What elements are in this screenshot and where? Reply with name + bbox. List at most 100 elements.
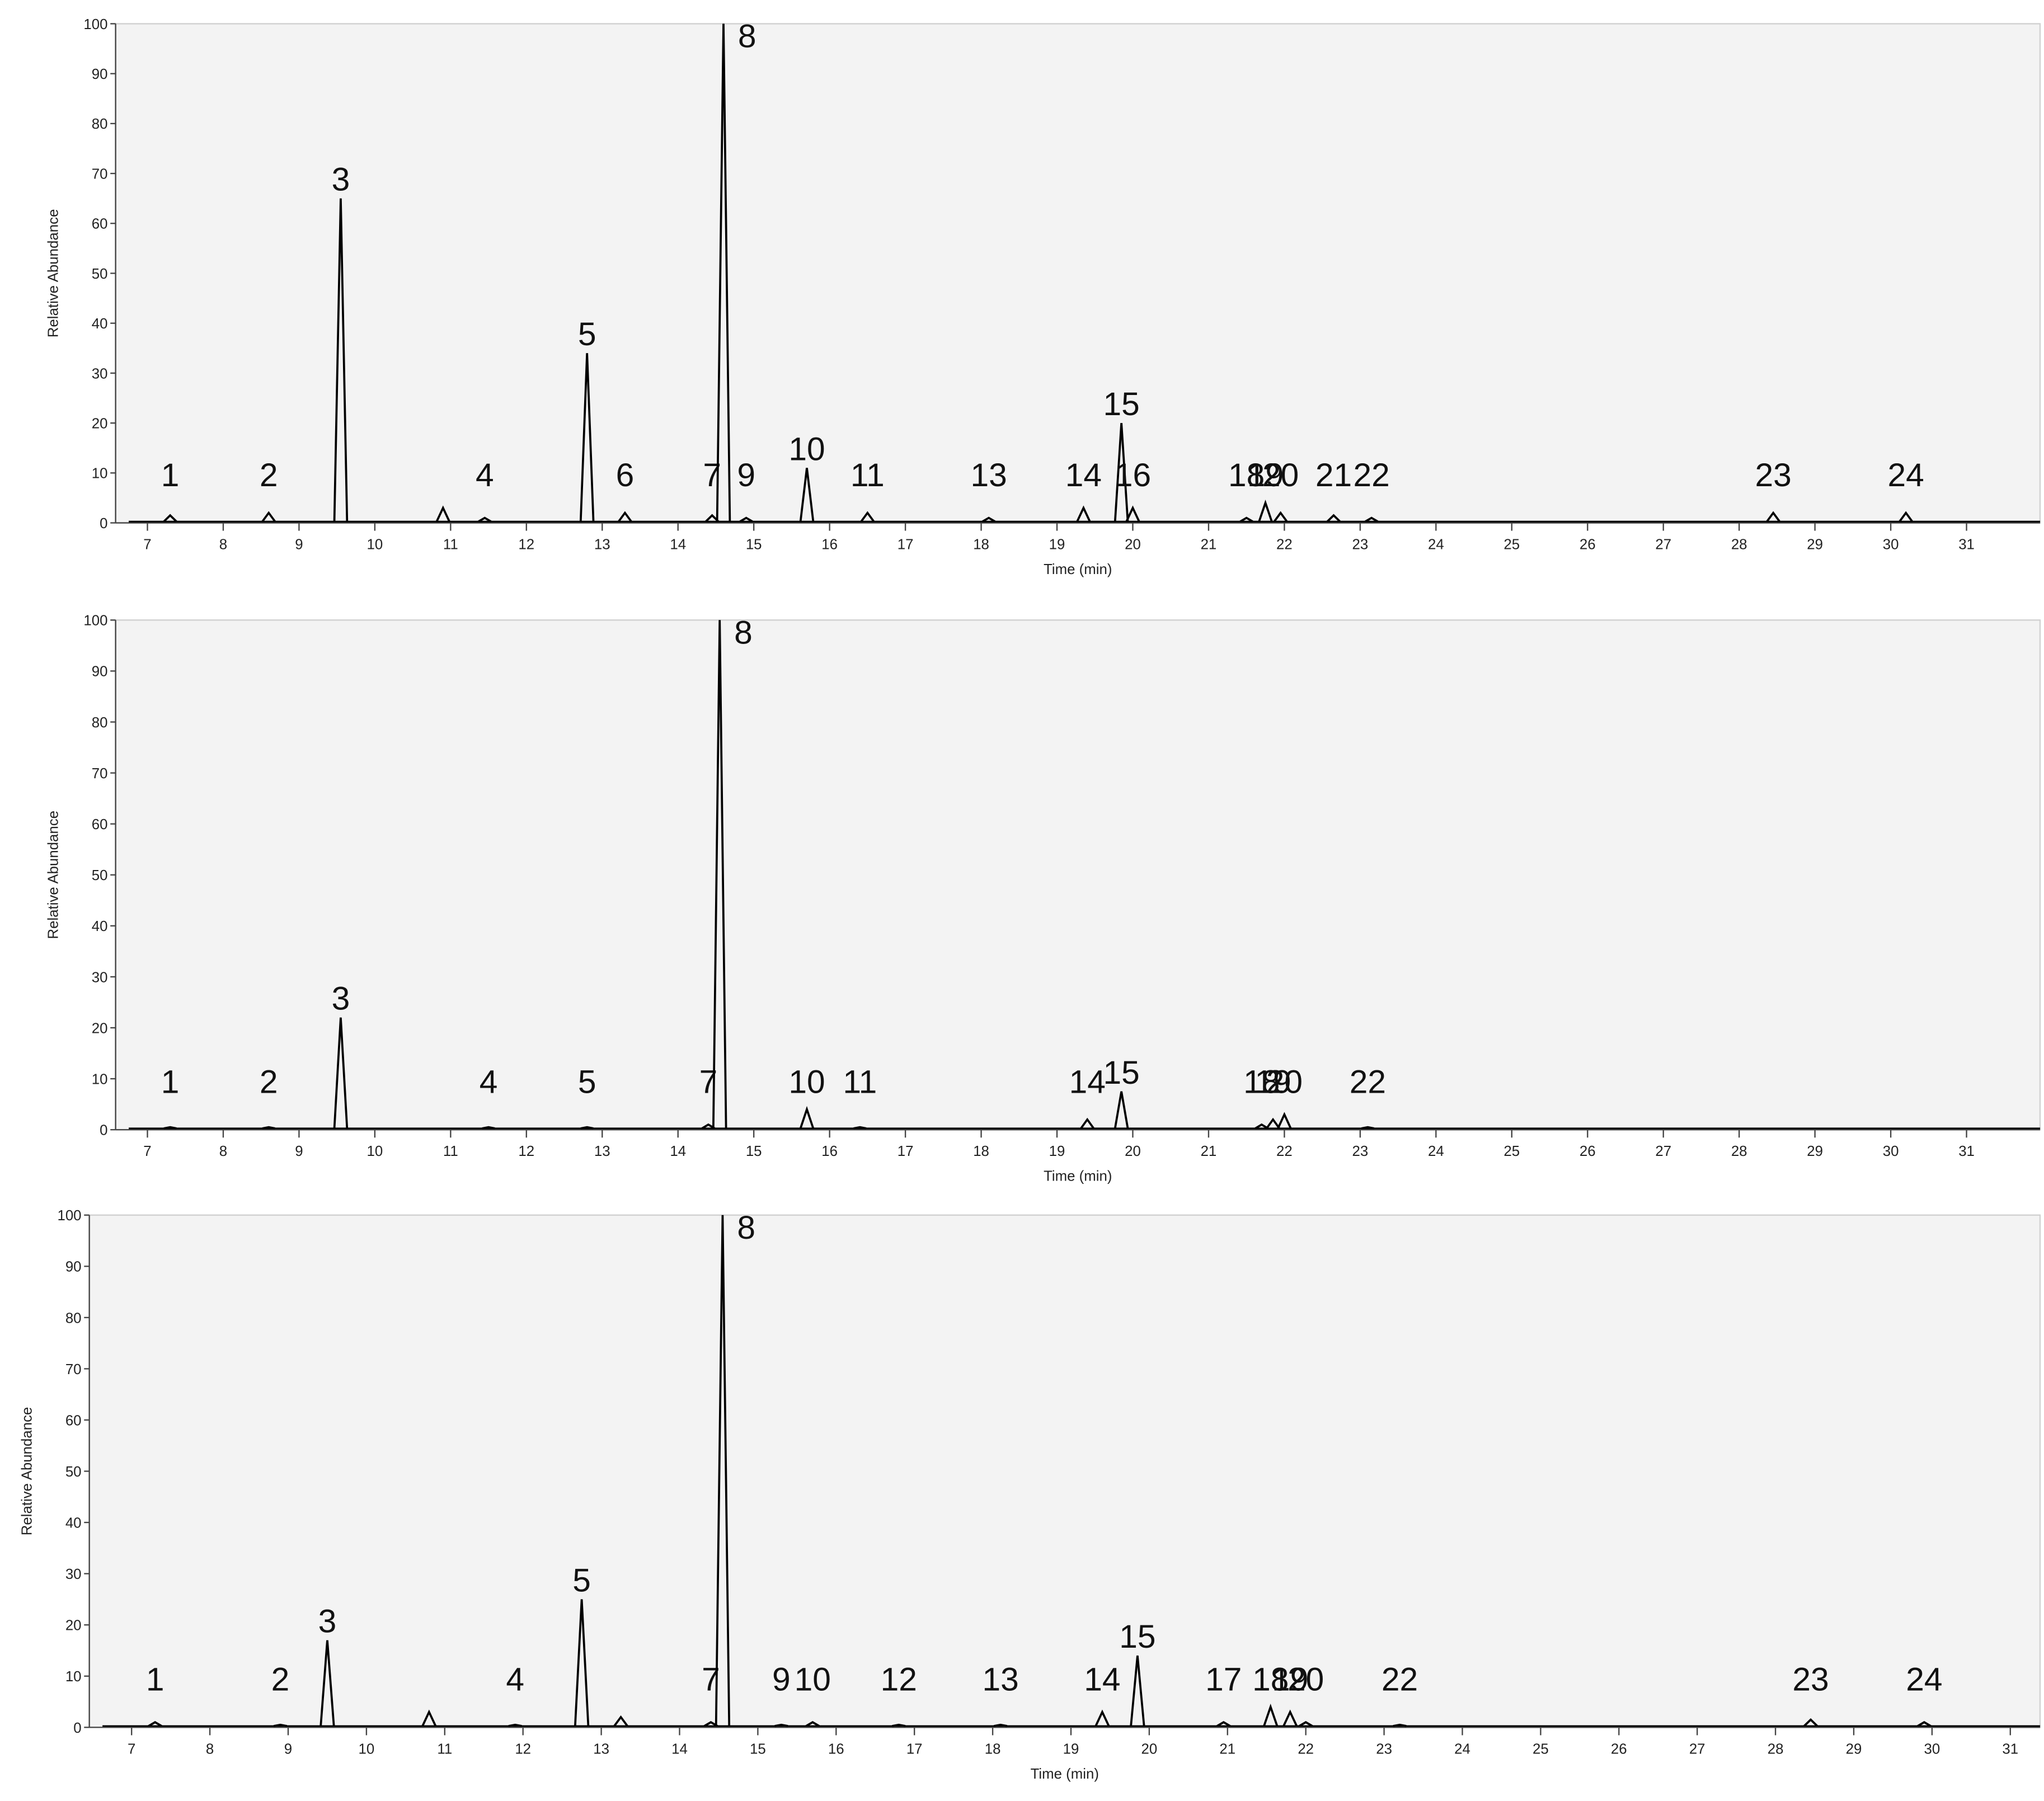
peak-label: 24 (1888, 457, 1924, 493)
y-tick-label: 90 (65, 1259, 82, 1275)
peak-label: 1 (161, 1064, 180, 1100)
x-tick-label: 20 (1141, 1741, 1158, 1757)
peak (319, 1640, 335, 1727)
x-tick-label: 28 (1731, 1144, 1747, 1159)
x-tick-label: 16 (828, 1741, 844, 1757)
x-tick-label: 19 (1063, 1741, 1079, 1757)
peak-label: 22 (1350, 1064, 1386, 1100)
x-tick-label: 7 (143, 1144, 151, 1159)
x-tick-label: 27 (1655, 537, 1671, 552)
x-tick-label: 18 (973, 537, 989, 552)
peak (739, 516, 753, 523)
y-tick-label: 10 (92, 466, 108, 482)
peak (892, 1723, 906, 1727)
x-tick-label: 16 (821, 1144, 838, 1159)
y-tick-label: 60 (92, 817, 108, 833)
x-tick-label: 19 (1049, 1144, 1065, 1159)
peak-label: 10 (788, 431, 825, 467)
peak-label: 13 (982, 1662, 1018, 1698)
y-tick-label: 100 (83, 613, 107, 629)
peak (148, 1721, 162, 1727)
peak-label: 23 (1755, 457, 1791, 493)
peak-label: 6 (616, 457, 635, 493)
x-tick-label: 21 (1201, 1144, 1217, 1159)
x-tick-label: 14 (670, 537, 686, 552)
x-tick-label: 29 (1807, 537, 1823, 552)
peak (482, 1126, 495, 1130)
peak (860, 511, 875, 523)
x-tick-label: 9 (295, 537, 303, 552)
y-tick-label: 70 (65, 1362, 82, 1377)
peak (579, 353, 595, 522)
peak-label: 2 (260, 1064, 278, 1100)
x-tick-label: 23 (1352, 1144, 1369, 1159)
x-tick-label: 26 (1611, 1741, 1627, 1757)
peak-label: 2 (271, 1662, 290, 1698)
peak (1076, 505, 1091, 522)
x-tick-label: 17 (898, 1144, 914, 1159)
y-tick-label: 20 (92, 416, 108, 432)
x-tick-label: 30 (1883, 1144, 1899, 1159)
peak-label: 8 (737, 1210, 755, 1246)
x-tick-label: 14 (671, 1741, 688, 1757)
peak (1094, 1709, 1110, 1727)
x-tick-label: 10 (359, 1741, 375, 1757)
x-tick-label: 22 (1276, 1144, 1293, 1159)
x-tick-label: 21 (1219, 1741, 1235, 1757)
peak (1277, 1112, 1292, 1129)
peak-label: 20 (1266, 1064, 1303, 1100)
peak (1254, 1123, 1269, 1130)
peak (1766, 511, 1781, 523)
x-tick-label: 9 (284, 1741, 292, 1757)
y-tick-label: 70 (92, 166, 108, 182)
peak (163, 1126, 177, 1130)
peak-label: 22 (1354, 457, 1390, 493)
peak (273, 1723, 288, 1727)
x-tick-label: 22 (1298, 1741, 1314, 1757)
peak-label: 11 (843, 1064, 877, 1100)
x-tick-label: 8 (219, 1144, 227, 1159)
peak (1239, 516, 1253, 523)
y-tick-label: 50 (92, 868, 108, 883)
peak-label: 19 (1272, 1662, 1308, 1698)
peak-label: 17 (1205, 1662, 1242, 1698)
peak-label: 4 (506, 1662, 524, 1698)
peak-label: 14 (1084, 1662, 1120, 1698)
peak (1282, 1709, 1298, 1727)
peak (993, 1723, 1008, 1727)
peak (1299, 1721, 1313, 1727)
y-tick-label: 100 (83, 17, 107, 32)
y-tick-label: 80 (92, 116, 108, 132)
peak-label: 9 (772, 1662, 791, 1698)
peak-label: 5 (578, 1064, 596, 1100)
peak-label: 3 (332, 162, 350, 198)
peak-label: 10 (795, 1662, 831, 1698)
peak (262, 1126, 275, 1130)
x-tick-label: 8 (219, 537, 227, 552)
y-axis-title: Relative Abundance (45, 811, 61, 939)
x-tick-label: 26 (1580, 537, 1596, 552)
peak (333, 1017, 349, 1128)
peak-label: 16 (1115, 457, 1151, 493)
y-tick-label: 50 (65, 1464, 82, 1480)
peak (712, 620, 727, 1128)
x-tick-label: 23 (1376, 1741, 1392, 1757)
y-tick-label: 30 (65, 1567, 82, 1582)
x-tick-label: 11 (437, 1741, 452, 1757)
y-tick-label: 20 (65, 1618, 82, 1634)
x-tick-label: 9 (295, 1144, 303, 1159)
peak-label: 20 (1288, 1662, 1324, 1698)
x-tick-label: 31 (1958, 1144, 1975, 1159)
peak-label: 18 (1252, 1662, 1289, 1698)
y-tick-label: 90 (92, 67, 108, 82)
x-tick-label: 15 (746, 537, 762, 552)
x-tick-label: 13 (593, 1741, 609, 1757)
x-tick-label: 7 (128, 1741, 135, 1757)
x-tick-label: 13 (594, 1144, 610, 1159)
y-tick-label: 80 (65, 1310, 82, 1326)
peak-label: 3 (318, 1603, 337, 1640)
peak (1113, 1091, 1129, 1129)
peak-label: 1 (161, 457, 180, 493)
peak (477, 516, 492, 523)
x-tick-label: 29 (1807, 1144, 1823, 1159)
